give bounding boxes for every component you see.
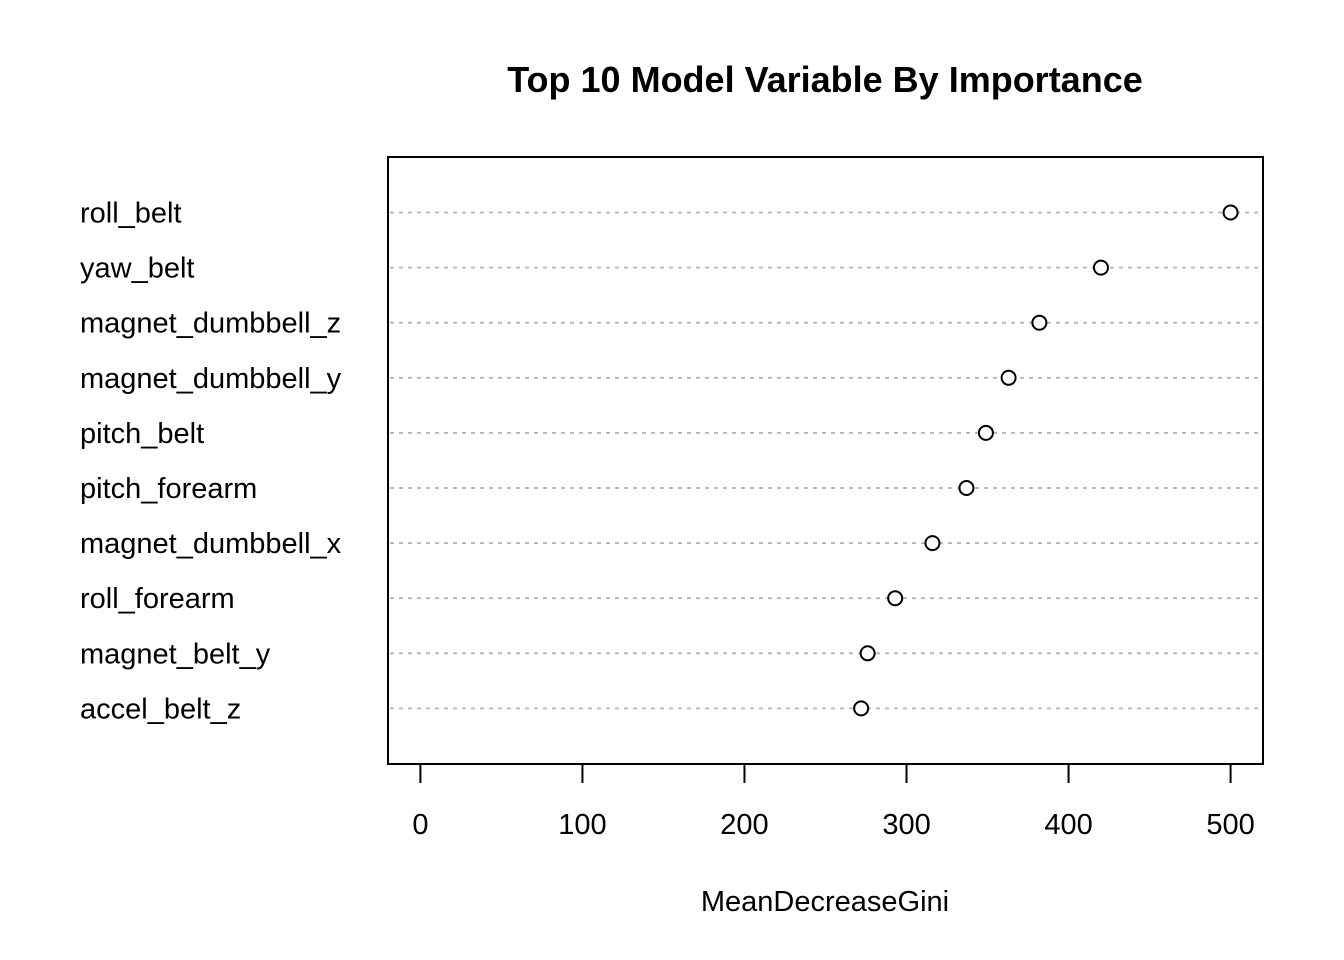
category-label: magnet_dumbbell_y [80, 363, 342, 395]
x-tick-label: 400 [1044, 809, 1092, 841]
category-label: roll_forearm [80, 583, 235, 615]
x-tick-label: 500 [1206, 809, 1254, 841]
data-point [853, 700, 870, 717]
data-point [887, 590, 904, 607]
data-point [924, 535, 941, 552]
data-points [853, 204, 1239, 717]
data-point [1031, 314, 1048, 331]
data-point [1000, 369, 1017, 386]
category-label: pitch_forearm [80, 473, 257, 505]
data-point [859, 645, 876, 662]
x-axis: 0 100 200 300 400 500 [412, 764, 1255, 841]
x-tick-label: 0 [412, 809, 428, 841]
guide-lines [390, 211, 1261, 710]
category-labels: roll_belt yaw_belt magnet_dumbbell_zmagnet… [80, 198, 342, 726]
x-axis-label: MeanDecreaseGini [701, 886, 949, 918]
category-label: roll_belt [80, 198, 182, 230]
plot-frame [387, 156, 1264, 765]
data-point [958, 480, 975, 496]
data-point [1222, 204, 1239, 221]
category-label: magnet_dumbbell_x [80, 528, 342, 560]
x-tick-label: 300 [882, 809, 930, 841]
x-tick-label: 100 [558, 809, 606, 841]
chart-title: Top 10 Model Variable By Importance [507, 59, 1143, 100]
category-label: pitch_belt [80, 418, 204, 450]
category-label: yaw_belt [80, 253, 194, 285]
x-tick-label: 200 [720, 809, 768, 841]
category-label: magnet_belt_y [80, 638, 271, 670]
data-point [977, 424, 994, 441]
category-label: accel_belt_z [80, 693, 241, 725]
category-label: magnet_dumbbell_z [80, 308, 341, 340]
data-point [1092, 259, 1109, 276]
